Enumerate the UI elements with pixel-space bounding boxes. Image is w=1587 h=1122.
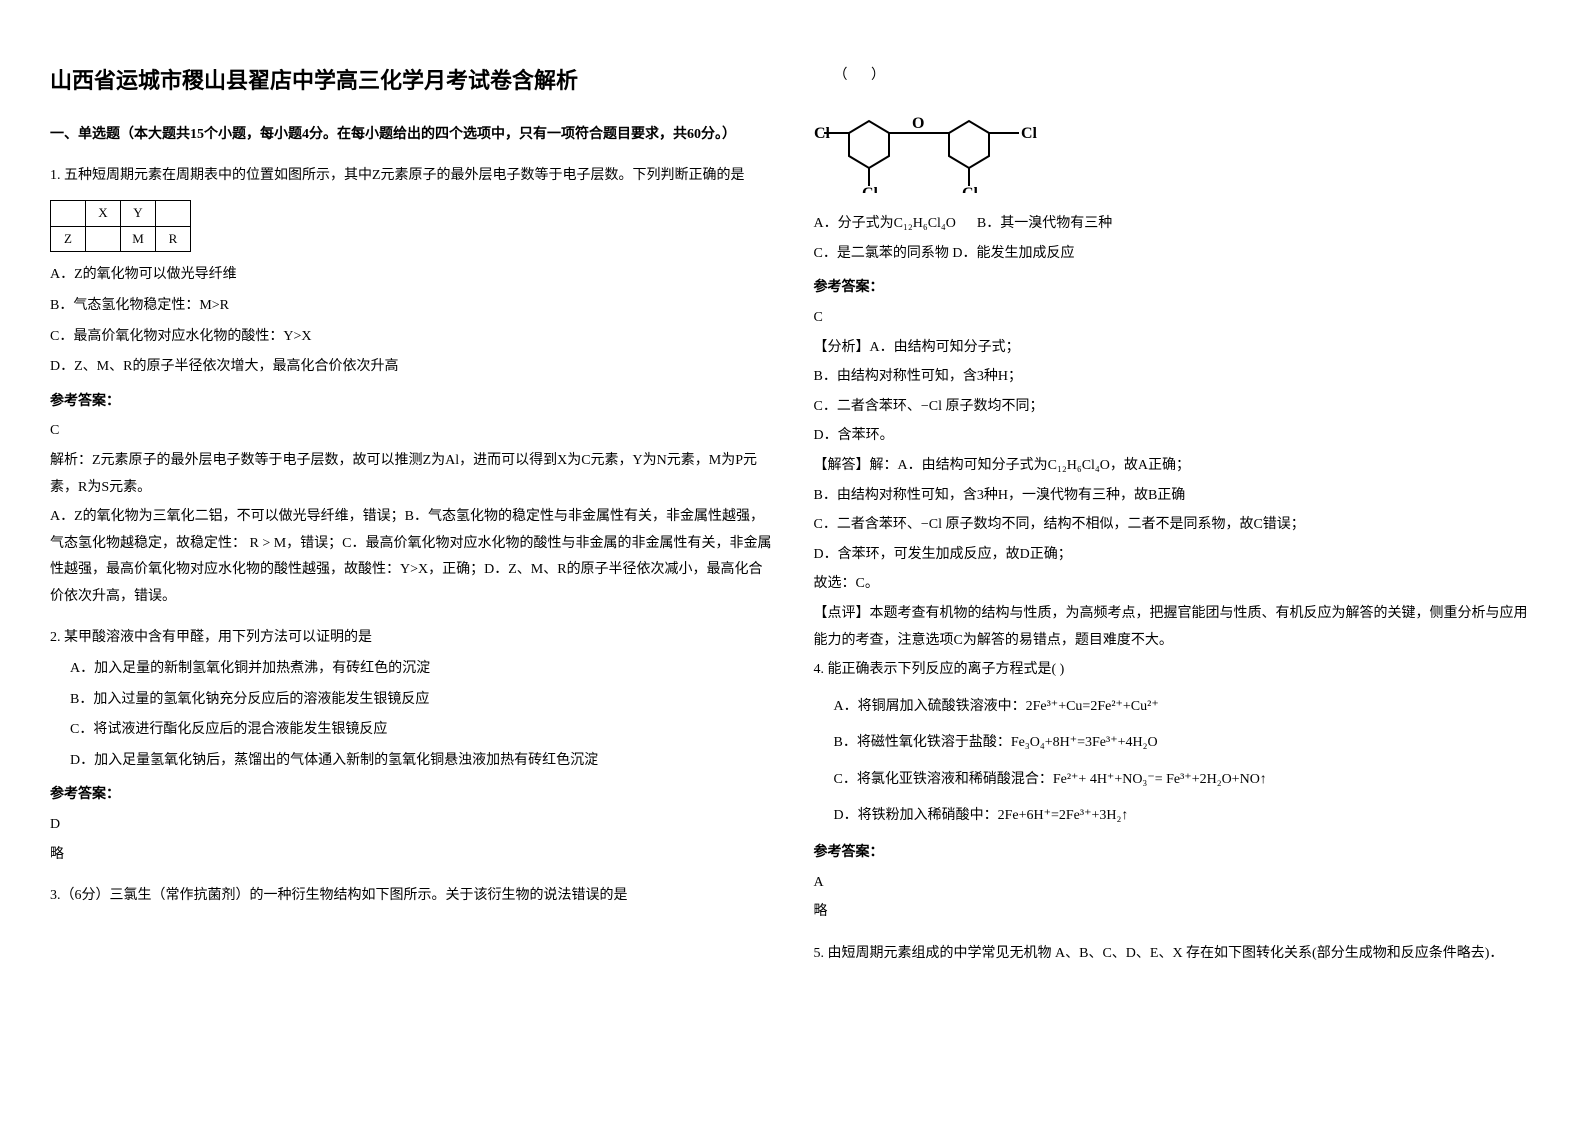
q3-solveC: C．二者含苯环、−Cl 原子数均不同，结构不相似，二者不是同系物，故C错误； <box>814 512 1538 539</box>
q4-optC: C．将氯化亚铁溶液和稀硝酸混合：Fe²⁺+ 4H⁺+NO₃⁻= Fe³⁺+2H₂… <box>834 767 1538 794</box>
q4-optB: B．将磁性氧化铁溶于盐酸：Fe₃O₄+8H⁺=3Fe³⁺+4H₂O <box>834 730 1538 757</box>
q3-solveD: D．含苯环，可发生加成反应，故D正确； <box>814 542 1538 569</box>
svg-text:Cl: Cl <box>862 185 879 193</box>
question-2: 2. 某甲酸溶液中含有甲醛，用下列方法可以证明的是 A．加入足量的新制氢氧化铜并… <box>50 625 774 868</box>
q1-explain1: 解析：Z元素原子的最外层电子数等于电子层数，故可以推测Z为Al，进而可以得到X为… <box>50 448 774 501</box>
q1-stem: 1. 五种短周期元素在周期表中的位置如图所示，其中Z元素原子的最外层电子数等于电… <box>50 163 774 190</box>
cell: X <box>86 200 121 226</box>
q2-stem: 2. 某甲酸溶液中含有甲醛，用下列方法可以证明的是 <box>50 625 774 652</box>
q1-explain2: A．Z的氧化物为三氧化二铝，不可以做光导纤维，错误；B．气态氢化物的稳定性与非金… <box>50 504 774 610</box>
svg-text:O: O <box>912 115 924 132</box>
q3-anaD: D．含苯环。 <box>814 423 1538 450</box>
q3-optD: D．能发生加成反应 <box>952 246 1074 261</box>
answer-label: 参考答案： <box>50 782 774 809</box>
answer-label: 参考答案： <box>814 840 1538 867</box>
q4-optD: D．将铁粉加入稀硝酸中：2Fe+6H⁺=2Fe³⁺+3H₂↑ <box>834 803 1538 830</box>
solve-header: 【解答】解： <box>814 458 898 473</box>
cell: Y <box>121 200 156 226</box>
q1-optC: C．最高价氧化物对应水化物的酸性：Y>X <box>50 324 774 351</box>
q1-answer: C <box>50 418 774 445</box>
q1-options: A．Z的氧化物可以做光导纤维 B．气态氢化物稳定性：M>R C．最高价氧化物对应… <box>50 262 774 380</box>
q4-answer: A <box>814 870 1538 897</box>
cell <box>86 226 121 252</box>
answer-label: 参考答案： <box>814 275 1538 302</box>
question-3-start: 3.（6分）三氯生（常作抗菌剂）的一种衍生物结构如下图所示。关于该衍生物的说法错… <box>50 883 774 910</box>
q3-stem: 3.（6分）三氯生（常作抗菌剂）的一种衍生物结构如下图所示。关于该衍生物的说法错… <box>50 883 774 910</box>
q2-optA: A．加入足量的新制氢氧化铜并加热煮沸，有砖红色的沉淀 <box>70 656 774 683</box>
svg-text:Cl: Cl <box>962 185 979 193</box>
cell: R <box>156 226 191 252</box>
question-1: 1. 五种短周期元素在周期表中的位置如图所示，其中Z元素原子的最外层电子数等于电… <box>50 163 774 610</box>
q2-options: A．加入足量的新制氢氧化铜并加热煮沸，有砖红色的沉淀 B．加入过量的氢氧化钠充分… <box>50 656 774 774</box>
q3-paren: （ ） <box>834 63 1538 90</box>
q2-answer: D <box>50 812 774 839</box>
q3-comment: 【点评】本题考查有机物的结构与性质，为高频考点，把握官能团与性质、有机反应为解答… <box>814 601 1538 654</box>
q4-brief: 略 <box>814 899 1538 926</box>
svg-text:Cl: Cl <box>814 125 831 142</box>
q3-anaA: A．由结构可知分子式； <box>870 340 1020 355</box>
q3-options-row: A．分子式为C₁₂H₆Cl₄O B．其一溴代物有三种 C．是二氯苯的同系物 D．… <box>814 211 1538 267</box>
section-header: 一、单选题（本大题共15个小题，每小题4分。在每小题给出的四个选项中，只有一项符… <box>50 122 774 149</box>
q2-brief: 略 <box>50 842 774 869</box>
ana-header: 【分析】 <box>814 340 870 355</box>
q2-optD: D．加入足量氢氧化钠后，蒸馏出的气体通入新制的氢氧化铜悬浊液加热有砖红色沉淀 <box>70 748 774 775</box>
molecule-diagram: Cl O Cl Cl Cl <box>814 98 1538 204</box>
q2-optB: B．加入过量的氢氧化钠充分反应后的溶液能发生银镜反应 <box>70 687 774 714</box>
q3-optC: C．是二氯苯的同系物 <box>814 246 949 261</box>
q3-conclusion: 故选：C。 <box>814 571 1538 598</box>
q1-optA: A．Z的氧化物可以做光导纤维 <box>50 262 774 289</box>
question-4: 4. 能正确表示下列反应的离子方程式是( ) A．将铜屑加入硫酸铁溶液中：2Fe… <box>814 657 1538 926</box>
q3-optA: A．分子式为C₁₂H₆Cl₄O <box>814 216 956 231</box>
cell <box>51 200 86 226</box>
q3-anaC: C．二者含苯环、−Cl 原子数均不同； <box>814 394 1538 421</box>
page-title: 山西省运城市稷山县翟店中学高三化学月考试卷含解析 <box>50 60 774 102</box>
q5-stem: 5. 由短周期元素组成的中学常见无机物 A、B、C、D、E、X 存在如下图转化关… <box>814 941 1538 968</box>
q1-optB: B．气态氢化物稳定性：M>R <box>50 293 774 320</box>
periodic-table: X Y Z M R <box>50 200 191 252</box>
q1-optD: D．Z、M、R的原子半径依次增大，最高化合价依次升高 <box>50 354 774 381</box>
left-column: 山西省运城市稷山县翟店中学高三化学月考试卷含解析 一、单选题（本大题共15个小题… <box>50 60 774 982</box>
q4-stem: 4. 能正确表示下列反应的离子方程式是( ) <box>814 657 1538 684</box>
q4-optA: A．将铜屑加入硫酸铁溶液中：2Fe³⁺+Cu=2Fe²⁺+Cu²⁺ <box>834 694 1538 721</box>
q4-options: A．将铜屑加入硫酸铁溶液中：2Fe³⁺+Cu=2Fe²⁺+Cu²⁺ B．将磁性氧… <box>814 694 1538 830</box>
q3-optB: B．其一溴代物有三种 <box>977 216 1112 231</box>
cell: Z <box>51 226 86 252</box>
right-column: （ ） Cl O Cl Cl Cl A．分子式为C₁₂H₆Cl₄O <box>814 60 1538 982</box>
question-5: 5. 由短周期元素组成的中学常见无机物 A、B、C、D、E、X 存在如下图转化关… <box>814 941 1538 968</box>
q3-anaB: B．由结构对称性可知，含3种H； <box>814 364 1538 391</box>
q3-solveB: B．由结构对称性可知，含3种H，一溴代物有三种，故B正确 <box>814 483 1538 510</box>
svg-text:Cl: Cl <box>1021 125 1038 142</box>
q3-solveA: A．由结构可知分子式为C₁₂H₆Cl₄O，故A正确； <box>898 458 1191 473</box>
q3-answer: C <box>814 305 1538 332</box>
cell <box>156 200 191 226</box>
q2-optC: C．将试液进行酯化反应后的混合液能发生银镜反应 <box>70 717 774 744</box>
cell: M <box>121 226 156 252</box>
answer-label: 参考答案： <box>50 389 774 416</box>
